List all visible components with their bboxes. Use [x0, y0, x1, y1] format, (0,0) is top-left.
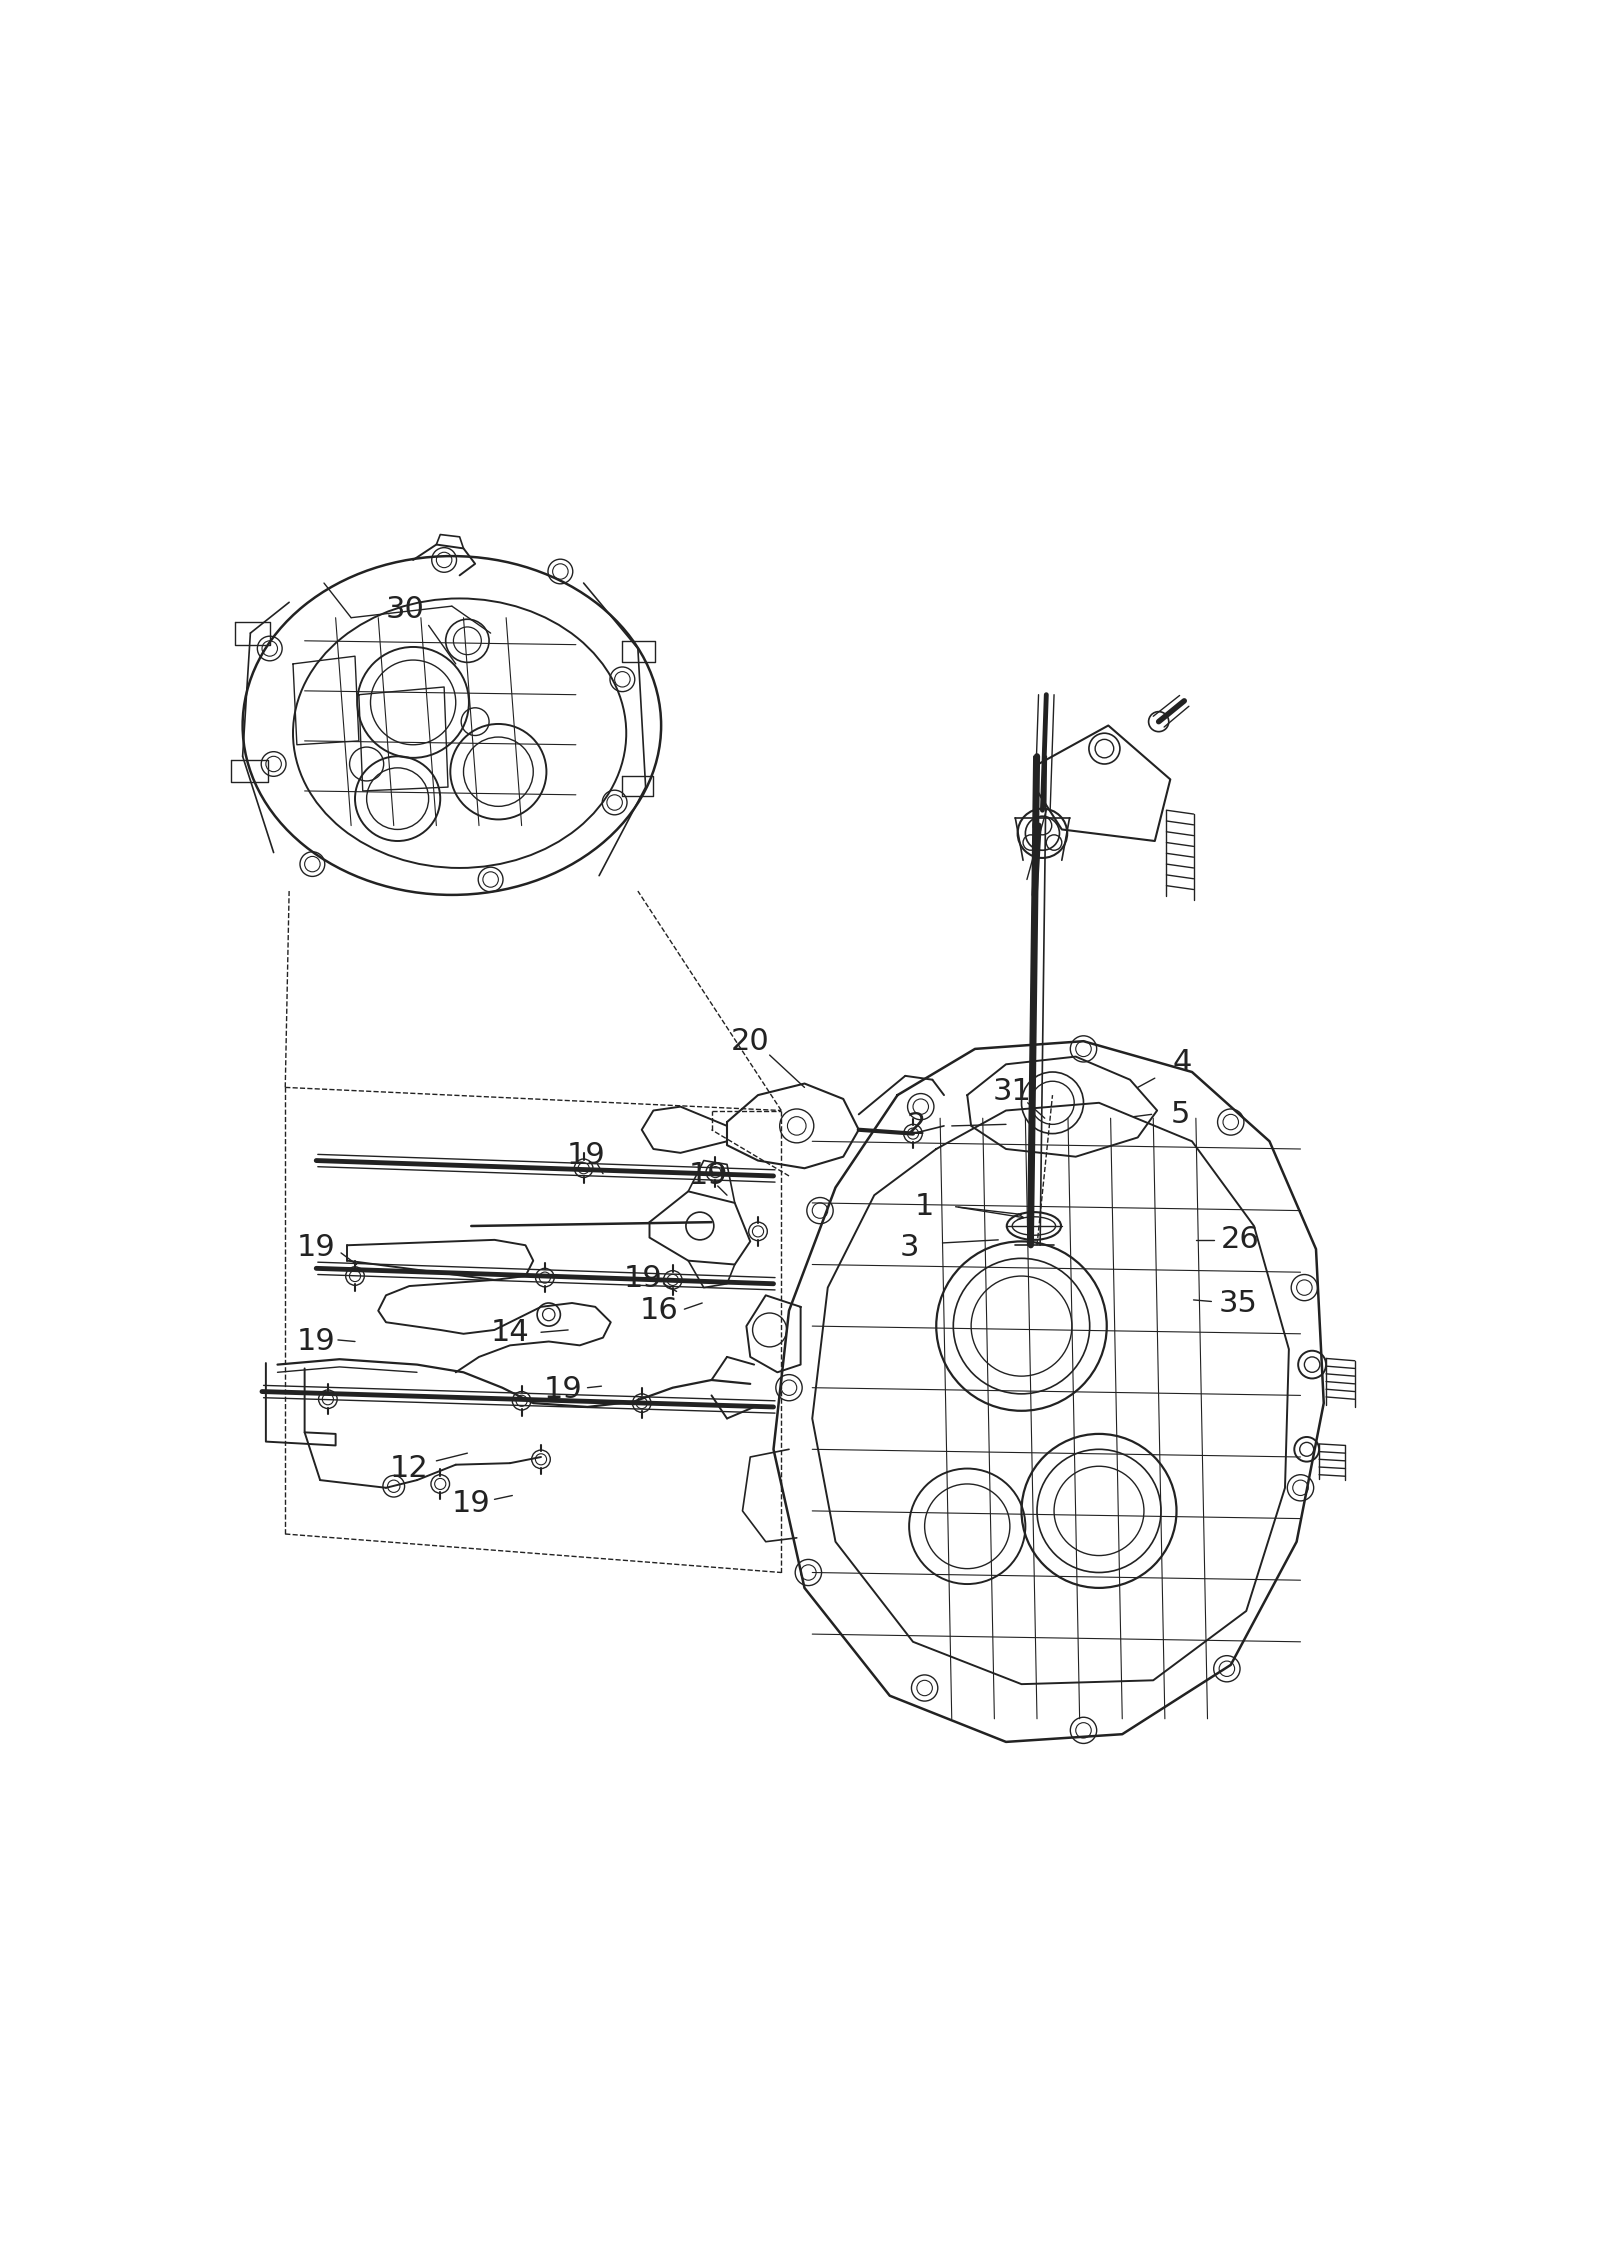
Text: 14: 14 — [491, 1318, 530, 1347]
Text: 19: 19 — [451, 1489, 491, 1519]
Text: 26: 26 — [1221, 1225, 1259, 1254]
Text: 1: 1 — [915, 1193, 934, 1220]
Text: 19: 19 — [298, 1234, 336, 1261]
Text: 3: 3 — [899, 1234, 918, 1261]
Text: 31: 31 — [992, 1076, 1032, 1105]
Text: 4: 4 — [1173, 1049, 1192, 1078]
Text: 2: 2 — [907, 1112, 926, 1141]
Text: 19: 19 — [544, 1374, 582, 1403]
Text: 30: 30 — [386, 594, 426, 624]
Text: 12: 12 — [390, 1453, 429, 1483]
Text: 19: 19 — [298, 1327, 336, 1356]
Text: 16: 16 — [640, 1297, 678, 1324]
Text: 19: 19 — [566, 1141, 605, 1171]
Text: 19: 19 — [688, 1162, 726, 1191]
Text: 5: 5 — [1171, 1101, 1190, 1128]
Text: 20: 20 — [731, 1026, 770, 1055]
Text: 35: 35 — [1219, 1288, 1258, 1318]
Text: 19: 19 — [624, 1263, 662, 1293]
